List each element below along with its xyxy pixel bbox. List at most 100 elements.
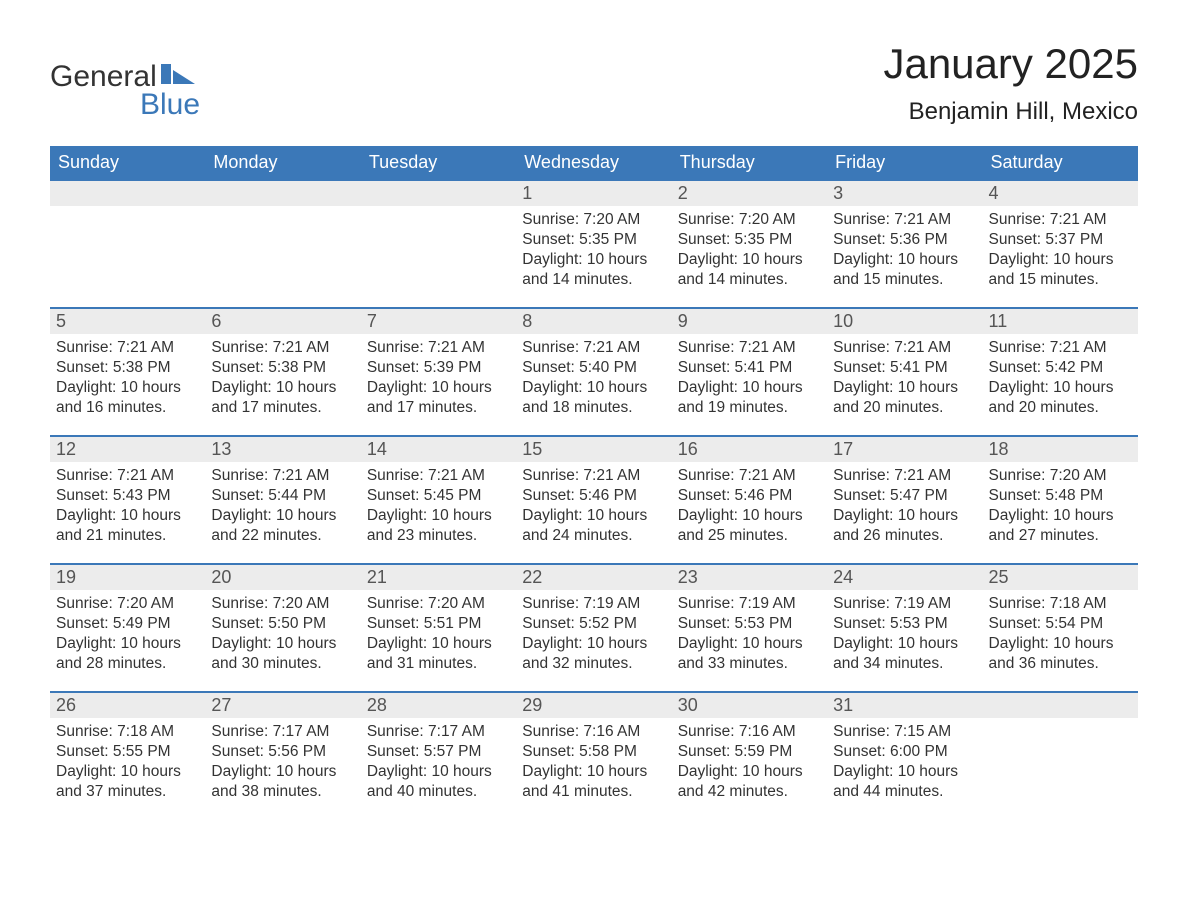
sunrise-line: Sunrise: 7:16 AM: [522, 722, 665, 742]
day-number-bar: [361, 179, 516, 206]
day-number: 1: [516, 179, 671, 206]
sunset-line: Sunset: 5:51 PM: [367, 614, 510, 634]
daylight-line: Daylight: 10 hours and 23 minutes.: [367, 506, 510, 546]
day-details: Sunrise: 7:20 AMSunset: 5:48 PMDaylight:…: [983, 462, 1138, 557]
weekday-header: Saturday: [983, 146, 1138, 179]
calendar-cell: [983, 691, 1138, 819]
sunset-line: Sunset: 5:44 PM: [211, 486, 354, 506]
calendar-cell: 27Sunrise: 7:17 AMSunset: 5:56 PMDayligh…: [205, 691, 360, 819]
day-number: 23: [672, 563, 827, 590]
daylight-line: Daylight: 10 hours and 44 minutes.: [833, 762, 976, 802]
day-number: 15: [516, 435, 671, 462]
sunrise-line: Sunrise: 7:21 AM: [833, 210, 976, 230]
sunset-line: Sunset: 5:58 PM: [522, 742, 665, 762]
daylight-line: Daylight: 10 hours and 41 minutes.: [522, 762, 665, 802]
weekday-header: Wednesday: [516, 146, 671, 179]
sunrise-line: Sunrise: 7:21 AM: [522, 338, 665, 358]
daylight-line: Daylight: 10 hours and 38 minutes.: [211, 762, 354, 802]
calendar-cell: [361, 179, 516, 307]
sunset-line: Sunset: 5:40 PM: [522, 358, 665, 378]
day-details: Sunrise: 7:15 AMSunset: 6:00 PMDaylight:…: [827, 718, 982, 813]
day-number-bar: [50, 179, 205, 206]
calendar-cell: 24Sunrise: 7:19 AMSunset: 5:53 PMDayligh…: [827, 563, 982, 691]
day-number: 5: [50, 307, 205, 334]
day-number-bar: [983, 691, 1138, 718]
calendar-cell: 9Sunrise: 7:21 AMSunset: 5:41 PMDaylight…: [672, 307, 827, 435]
daylight-line: Daylight: 10 hours and 33 minutes.: [678, 634, 821, 674]
day-details: Sunrise: 7:18 AMSunset: 5:54 PMDaylight:…: [983, 590, 1138, 685]
calendar-table: SundayMondayTuesdayWednesdayThursdayFrid…: [50, 146, 1138, 819]
day-number: 30: [672, 691, 827, 718]
sunset-line: Sunset: 5:52 PM: [522, 614, 665, 634]
sunrise-line: Sunrise: 7:20 AM: [522, 210, 665, 230]
day-number: 11: [983, 307, 1138, 334]
daylight-line: Daylight: 10 hours and 37 minutes.: [56, 762, 199, 802]
logo: General Blue: [50, 60, 200, 122]
daylight-line: Daylight: 10 hours and 15 minutes.: [833, 250, 976, 290]
daylight-line: Daylight: 10 hours and 42 minutes.: [678, 762, 821, 802]
month-title: January 2025: [883, 40, 1138, 88]
sunrise-line: Sunrise: 7:21 AM: [367, 466, 510, 486]
calendar-cell: 22Sunrise: 7:19 AMSunset: 5:52 PMDayligh…: [516, 563, 671, 691]
day-details: Sunrise: 7:20 AMSunset: 5:50 PMDaylight:…: [205, 590, 360, 685]
weekday-header: Tuesday: [361, 146, 516, 179]
day-details: Sunrise: 7:21 AMSunset: 5:37 PMDaylight:…: [983, 206, 1138, 301]
day-details: Sunrise: 7:21 AMSunset: 5:36 PMDaylight:…: [827, 206, 982, 301]
sunset-line: Sunset: 5:47 PM: [833, 486, 976, 506]
day-details: Sunrise: 7:19 AMSunset: 5:53 PMDaylight:…: [672, 590, 827, 685]
sunrise-line: Sunrise: 7:21 AM: [56, 466, 199, 486]
sunrise-line: Sunrise: 7:21 AM: [56, 338, 199, 358]
day-details: Sunrise: 7:21 AMSunset: 5:45 PMDaylight:…: [361, 462, 516, 557]
day-details: Sunrise: 7:19 AMSunset: 5:53 PMDaylight:…: [827, 590, 982, 685]
sunset-line: Sunset: 5:42 PM: [989, 358, 1132, 378]
day-details: Sunrise: 7:18 AMSunset: 5:55 PMDaylight:…: [50, 718, 205, 813]
sunrise-line: Sunrise: 7:19 AM: [678, 594, 821, 614]
day-number: 26: [50, 691, 205, 718]
day-details: Sunrise: 7:20 AMSunset: 5:35 PMDaylight:…: [516, 206, 671, 301]
sunset-line: Sunset: 5:43 PM: [56, 486, 199, 506]
sunset-line: Sunset: 6:00 PM: [833, 742, 976, 762]
calendar-cell: 12Sunrise: 7:21 AMSunset: 5:43 PMDayligh…: [50, 435, 205, 563]
day-number: 9: [672, 307, 827, 334]
day-number: 16: [672, 435, 827, 462]
sunrise-line: Sunrise: 7:21 AM: [989, 338, 1132, 358]
day-number: 3: [827, 179, 982, 206]
calendar-cell: 14Sunrise: 7:21 AMSunset: 5:45 PMDayligh…: [361, 435, 516, 563]
day-number: 20: [205, 563, 360, 590]
daylight-line: Daylight: 10 hours and 25 minutes.: [678, 506, 821, 546]
sunrise-line: Sunrise: 7:20 AM: [989, 466, 1132, 486]
calendar-cell: [50, 179, 205, 307]
calendar-cell: 26Sunrise: 7:18 AMSunset: 5:55 PMDayligh…: [50, 691, 205, 819]
calendar-cell: 7Sunrise: 7:21 AMSunset: 5:39 PMDaylight…: [361, 307, 516, 435]
daylight-line: Daylight: 10 hours and 20 minutes.: [989, 378, 1132, 418]
sunrise-line: Sunrise: 7:21 AM: [522, 466, 665, 486]
day-details: Sunrise: 7:21 AMSunset: 5:43 PMDaylight:…: [50, 462, 205, 557]
calendar-cell: 8Sunrise: 7:21 AMSunset: 5:40 PMDaylight…: [516, 307, 671, 435]
sunrise-line: Sunrise: 7:17 AM: [367, 722, 510, 742]
day-number: 28: [361, 691, 516, 718]
sunset-line: Sunset: 5:53 PM: [833, 614, 976, 634]
day-number: 12: [50, 435, 205, 462]
day-number: 22: [516, 563, 671, 590]
calendar-cell: 3Sunrise: 7:21 AMSunset: 5:36 PMDaylight…: [827, 179, 982, 307]
calendar-cell: 25Sunrise: 7:18 AMSunset: 5:54 PMDayligh…: [983, 563, 1138, 691]
sunset-line: Sunset: 5:38 PM: [211, 358, 354, 378]
sunrise-line: Sunrise: 7:21 AM: [367, 338, 510, 358]
day-details: Sunrise: 7:17 AMSunset: 5:57 PMDaylight:…: [361, 718, 516, 813]
day-number: 31: [827, 691, 982, 718]
day-details: Sunrise: 7:16 AMSunset: 5:59 PMDaylight:…: [672, 718, 827, 813]
calendar-cell: 17Sunrise: 7:21 AMSunset: 5:47 PMDayligh…: [827, 435, 982, 563]
sunrise-line: Sunrise: 7:20 AM: [367, 594, 510, 614]
calendar-cell: 21Sunrise: 7:20 AMSunset: 5:51 PMDayligh…: [361, 563, 516, 691]
daylight-line: Daylight: 10 hours and 30 minutes.: [211, 634, 354, 674]
weekday-header: Monday: [205, 146, 360, 179]
sunset-line: Sunset: 5:49 PM: [56, 614, 199, 634]
sunset-line: Sunset: 5:50 PM: [211, 614, 354, 634]
calendar-cell: [205, 179, 360, 307]
calendar-cell: 29Sunrise: 7:16 AMSunset: 5:58 PMDayligh…: [516, 691, 671, 819]
sunset-line: Sunset: 5:46 PM: [678, 486, 821, 506]
day-number: 21: [361, 563, 516, 590]
day-details: Sunrise: 7:21 AMSunset: 5:46 PMDaylight:…: [516, 462, 671, 557]
calendar-cell: 15Sunrise: 7:21 AMSunset: 5:46 PMDayligh…: [516, 435, 671, 563]
day-details: Sunrise: 7:21 AMSunset: 5:38 PMDaylight:…: [205, 334, 360, 429]
